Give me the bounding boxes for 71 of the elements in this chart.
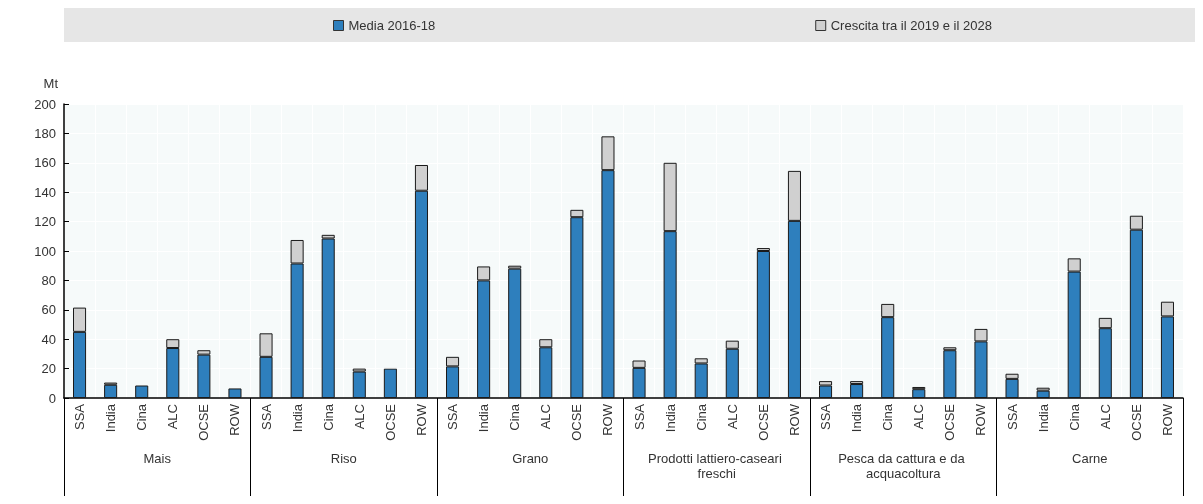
text: Riso	[330, 451, 357, 466]
bar	[135, 385, 149, 398]
text: Pesca da cattura e da acquacoltura	[838, 451, 969, 481]
text: Prodotti lattiero-caseari freschi	[648, 451, 786, 481]
x-tick-label: SSA	[258, 403, 274, 431]
x-tick-label: India	[662, 403, 678, 433]
y-axis-title: Mt	[43, 76, 59, 91]
x-tick-label: India	[476, 403, 492, 433]
bar	[104, 384, 118, 398]
x-tick-label: OCSE	[1128, 403, 1144, 441]
x-tick-label: ROW	[786, 403, 802, 436]
bar	[912, 389, 926, 398]
x-tick-label: OCSE	[755, 403, 771, 441]
x-tick-label: India	[103, 403, 119, 433]
text: Grano	[512, 451, 549, 466]
bar	[228, 388, 242, 398]
x-tick-label: ALC	[351, 404, 367, 430]
legend-label: Media 2016-18	[348, 18, 436, 33]
y-tick-label: 200	[34, 96, 56, 112]
x-tick-label: India	[1035, 403, 1051, 433]
x-tick-label: ALC	[165, 404, 181, 430]
x-tick-label: SSA	[818, 403, 834, 431]
x-tick-label: Cina	[1066, 403, 1082, 431]
bar	[197, 354, 211, 398]
y-tick-label: 160	[34, 155, 56, 171]
x-tick-label: SSA	[1004, 403, 1020, 431]
y-tick-label: 80	[41, 272, 56, 288]
text: Carne	[1072, 451, 1108, 466]
y-tick-label: 20	[41, 361, 56, 377]
bar	[508, 268, 522, 398]
bar	[1036, 390, 1050, 398]
x-tick-label: ALC	[911, 404, 927, 430]
x-tick-label: ALC	[1097, 404, 1113, 430]
x-tick-label: ALC	[538, 404, 554, 430]
x-tick-label: ALC	[724, 404, 740, 430]
x-tick-label: India	[289, 403, 305, 433]
x-tick-label: Cina	[880, 403, 896, 431]
bar	[321, 238, 335, 398]
x-tick-label: OCSE	[196, 403, 212, 441]
x-tick-label: India	[849, 403, 865, 433]
x-tick-label: OCSE	[942, 403, 958, 441]
x-tick-label: SSA	[72, 403, 88, 431]
y-tick-label: 40	[41, 331, 56, 347]
bar	[850, 384, 864, 398]
x-tick-label: OCSE	[569, 403, 585, 441]
y-tick-label: 180	[34, 125, 56, 141]
x-tick-label: ROW	[973, 403, 989, 436]
y-tick-label: 120	[34, 214, 56, 230]
y-tick-label: 0	[48, 390, 56, 406]
y-tick-label: 60	[41, 302, 56, 318]
x-tick-label: OCSE	[382, 403, 398, 441]
x-tick-label: Cina	[693, 403, 709, 431]
x-tick-label: ROW	[1159, 403, 1175, 436]
bar	[383, 368, 397, 398]
x-tick-label: Cina	[320, 403, 336, 431]
bar	[756, 251, 770, 398]
legend-label: Crescita tra il 2019 e il 2028	[830, 18, 992, 33]
x-tick-label: Cina	[507, 403, 523, 431]
x-tick-label: ROW	[227, 403, 243, 436]
bar	[819, 385, 833, 398]
y-tick-label: 100	[34, 243, 56, 259]
x-tick-label: Cina	[134, 403, 150, 431]
bar	[352, 371, 366, 398]
bar	[1005, 378, 1019, 398]
text: Mais	[143, 451, 172, 466]
bar	[943, 350, 957, 398]
x-tick-label: SSA	[445, 403, 461, 431]
x-tick-label: ROW	[413, 403, 429, 436]
y-tick-label: 140	[34, 184, 56, 200]
x-tick-label: SSA	[631, 403, 647, 431]
x-tick-label: ROW	[600, 403, 616, 436]
